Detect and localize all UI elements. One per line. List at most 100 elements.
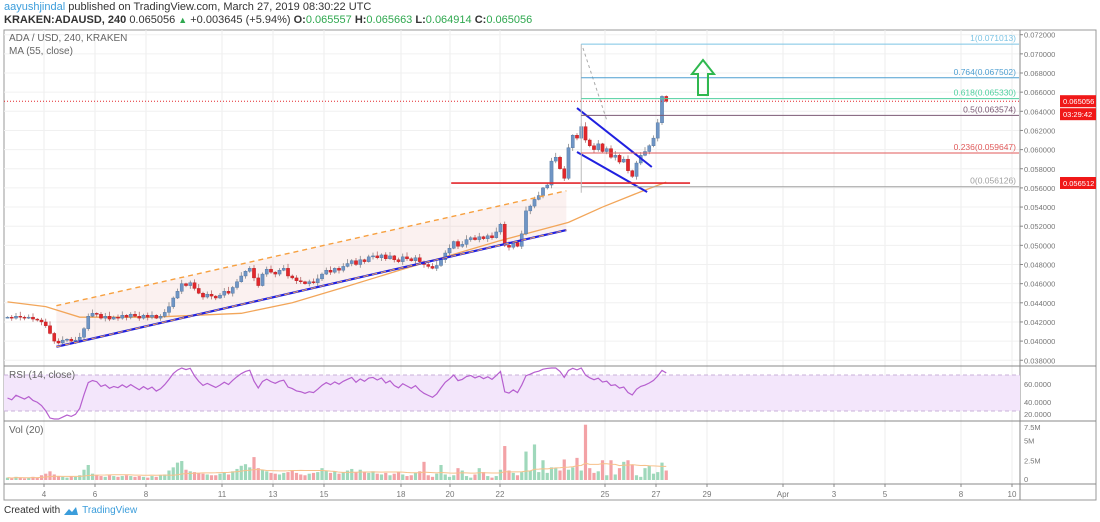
candle[interactable] <box>31 313 35 322</box>
candle[interactable] <box>39 317 44 326</box>
candle[interactable] <box>286 263 290 279</box>
volume-bar[interactable] <box>503 446 507 480</box>
volume-bar[interactable] <box>137 476 141 480</box>
candle[interactable] <box>575 133 579 141</box>
flag-upper-line[interactable] <box>576 107 653 168</box>
candle[interactable] <box>553 152 558 164</box>
volume-bar[interactable] <box>371 471 375 480</box>
candle[interactable] <box>158 314 163 321</box>
candle[interactable] <box>651 135 656 148</box>
volume-bar[interactable] <box>231 471 235 480</box>
candle[interactable] <box>77 332 82 342</box>
candle[interactable] <box>362 258 367 264</box>
candle[interactable] <box>124 314 129 321</box>
volume-bar[interactable] <box>583 424 588 480</box>
volume-bar[interactable] <box>333 471 337 480</box>
volume-bar[interactable] <box>112 476 116 480</box>
candle[interactable] <box>154 314 159 320</box>
candle[interactable] <box>426 262 431 269</box>
volume-bar[interactable] <box>73 476 78 480</box>
candle[interactable] <box>600 142 605 153</box>
volume-bar[interactable] <box>56 476 61 480</box>
volume-bar[interactable] <box>154 476 158 480</box>
candle[interactable] <box>358 255 363 268</box>
candle[interactable] <box>107 311 112 322</box>
volume-bar[interactable] <box>613 474 617 480</box>
volume-bar[interactable] <box>286 472 290 480</box>
volume-bar[interactable] <box>558 470 562 480</box>
candle[interactable] <box>294 275 299 285</box>
rsi-legend[interactable]: RSI (14, close) <box>9 370 76 381</box>
candle[interactable] <box>405 252 409 261</box>
candle[interactable] <box>417 253 422 264</box>
volume-bar[interactable] <box>396 472 401 480</box>
candle[interactable] <box>320 272 324 281</box>
volume-bar[interactable] <box>180 461 184 480</box>
volume-bar[interactable] <box>99 476 103 480</box>
volume-bar[interactable] <box>184 469 188 480</box>
candle[interactable] <box>400 253 405 265</box>
candle[interactable] <box>235 279 239 290</box>
volume-bar[interactable] <box>367 472 371 480</box>
volume-bar[interactable] <box>150 476 154 480</box>
volume-bar[interactable] <box>35 477 39 480</box>
volume-bar[interactable] <box>452 475 456 480</box>
candle[interactable] <box>171 296 176 309</box>
candle[interactable] <box>290 274 295 280</box>
candle[interactable] <box>209 290 214 300</box>
volume-bar[interactable] <box>120 476 124 480</box>
candle[interactable] <box>490 232 494 240</box>
candle[interactable] <box>65 338 69 343</box>
candle[interactable] <box>502 221 507 247</box>
candle[interactable] <box>307 279 312 287</box>
volume-bar[interactable] <box>392 473 396 480</box>
volume-bar[interactable] <box>277 474 282 480</box>
candle[interactable] <box>626 155 630 174</box>
candle[interactable] <box>366 254 371 263</box>
candle[interactable] <box>145 312 150 321</box>
candle[interactable] <box>434 261 439 272</box>
candle[interactable] <box>205 291 210 299</box>
volume-bar[interactable] <box>528 470 532 480</box>
candle[interactable] <box>345 259 350 268</box>
candle[interactable] <box>247 266 252 273</box>
candle[interactable] <box>375 251 380 260</box>
volume-bar[interactable] <box>14 476 18 480</box>
channel-support-dash[interactable] <box>56 229 567 348</box>
candle[interactable] <box>341 263 346 273</box>
volume-bar[interactable] <box>209 475 214 480</box>
candle[interactable] <box>269 265 273 274</box>
volume-bar[interactable] <box>316 472 320 480</box>
candle[interactable] <box>26 314 31 320</box>
candle[interactable] <box>192 279 197 291</box>
candle[interactable] <box>69 337 74 343</box>
candle[interactable] <box>634 160 639 180</box>
candle[interactable] <box>5 316 10 319</box>
candle[interactable] <box>481 235 486 241</box>
candle[interactable] <box>617 153 622 165</box>
volume-bar[interactable] <box>358 469 362 480</box>
volume-bar[interactable] <box>197 472 201 480</box>
volume-bar[interactable] <box>324 470 328 480</box>
candle[interactable] <box>371 252 375 260</box>
candle[interactable] <box>379 253 384 262</box>
volume-bar[interactable] <box>22 478 27 480</box>
volume-bar[interactable] <box>541 460 545 480</box>
volume-bar[interactable] <box>626 460 630 480</box>
candle[interactable] <box>188 280 193 289</box>
volume-bar[interactable] <box>124 475 129 480</box>
candle[interactable] <box>260 272 265 287</box>
candle[interactable] <box>184 282 188 288</box>
volume-bar[interactable] <box>222 472 226 480</box>
candle[interactable] <box>354 257 358 267</box>
volume-bar[interactable] <box>588 468 592 480</box>
volume-bar[interactable] <box>473 474 477 480</box>
candle[interactable] <box>94 312 99 317</box>
volume-bar[interactable] <box>235 468 239 480</box>
volume-bar[interactable] <box>265 471 269 480</box>
volume-bar[interactable] <box>443 474 447 480</box>
candle[interactable] <box>524 206 528 236</box>
volume-bar[interactable] <box>571 467 575 480</box>
candle[interactable] <box>137 311 142 321</box>
candle[interactable] <box>43 318 48 328</box>
